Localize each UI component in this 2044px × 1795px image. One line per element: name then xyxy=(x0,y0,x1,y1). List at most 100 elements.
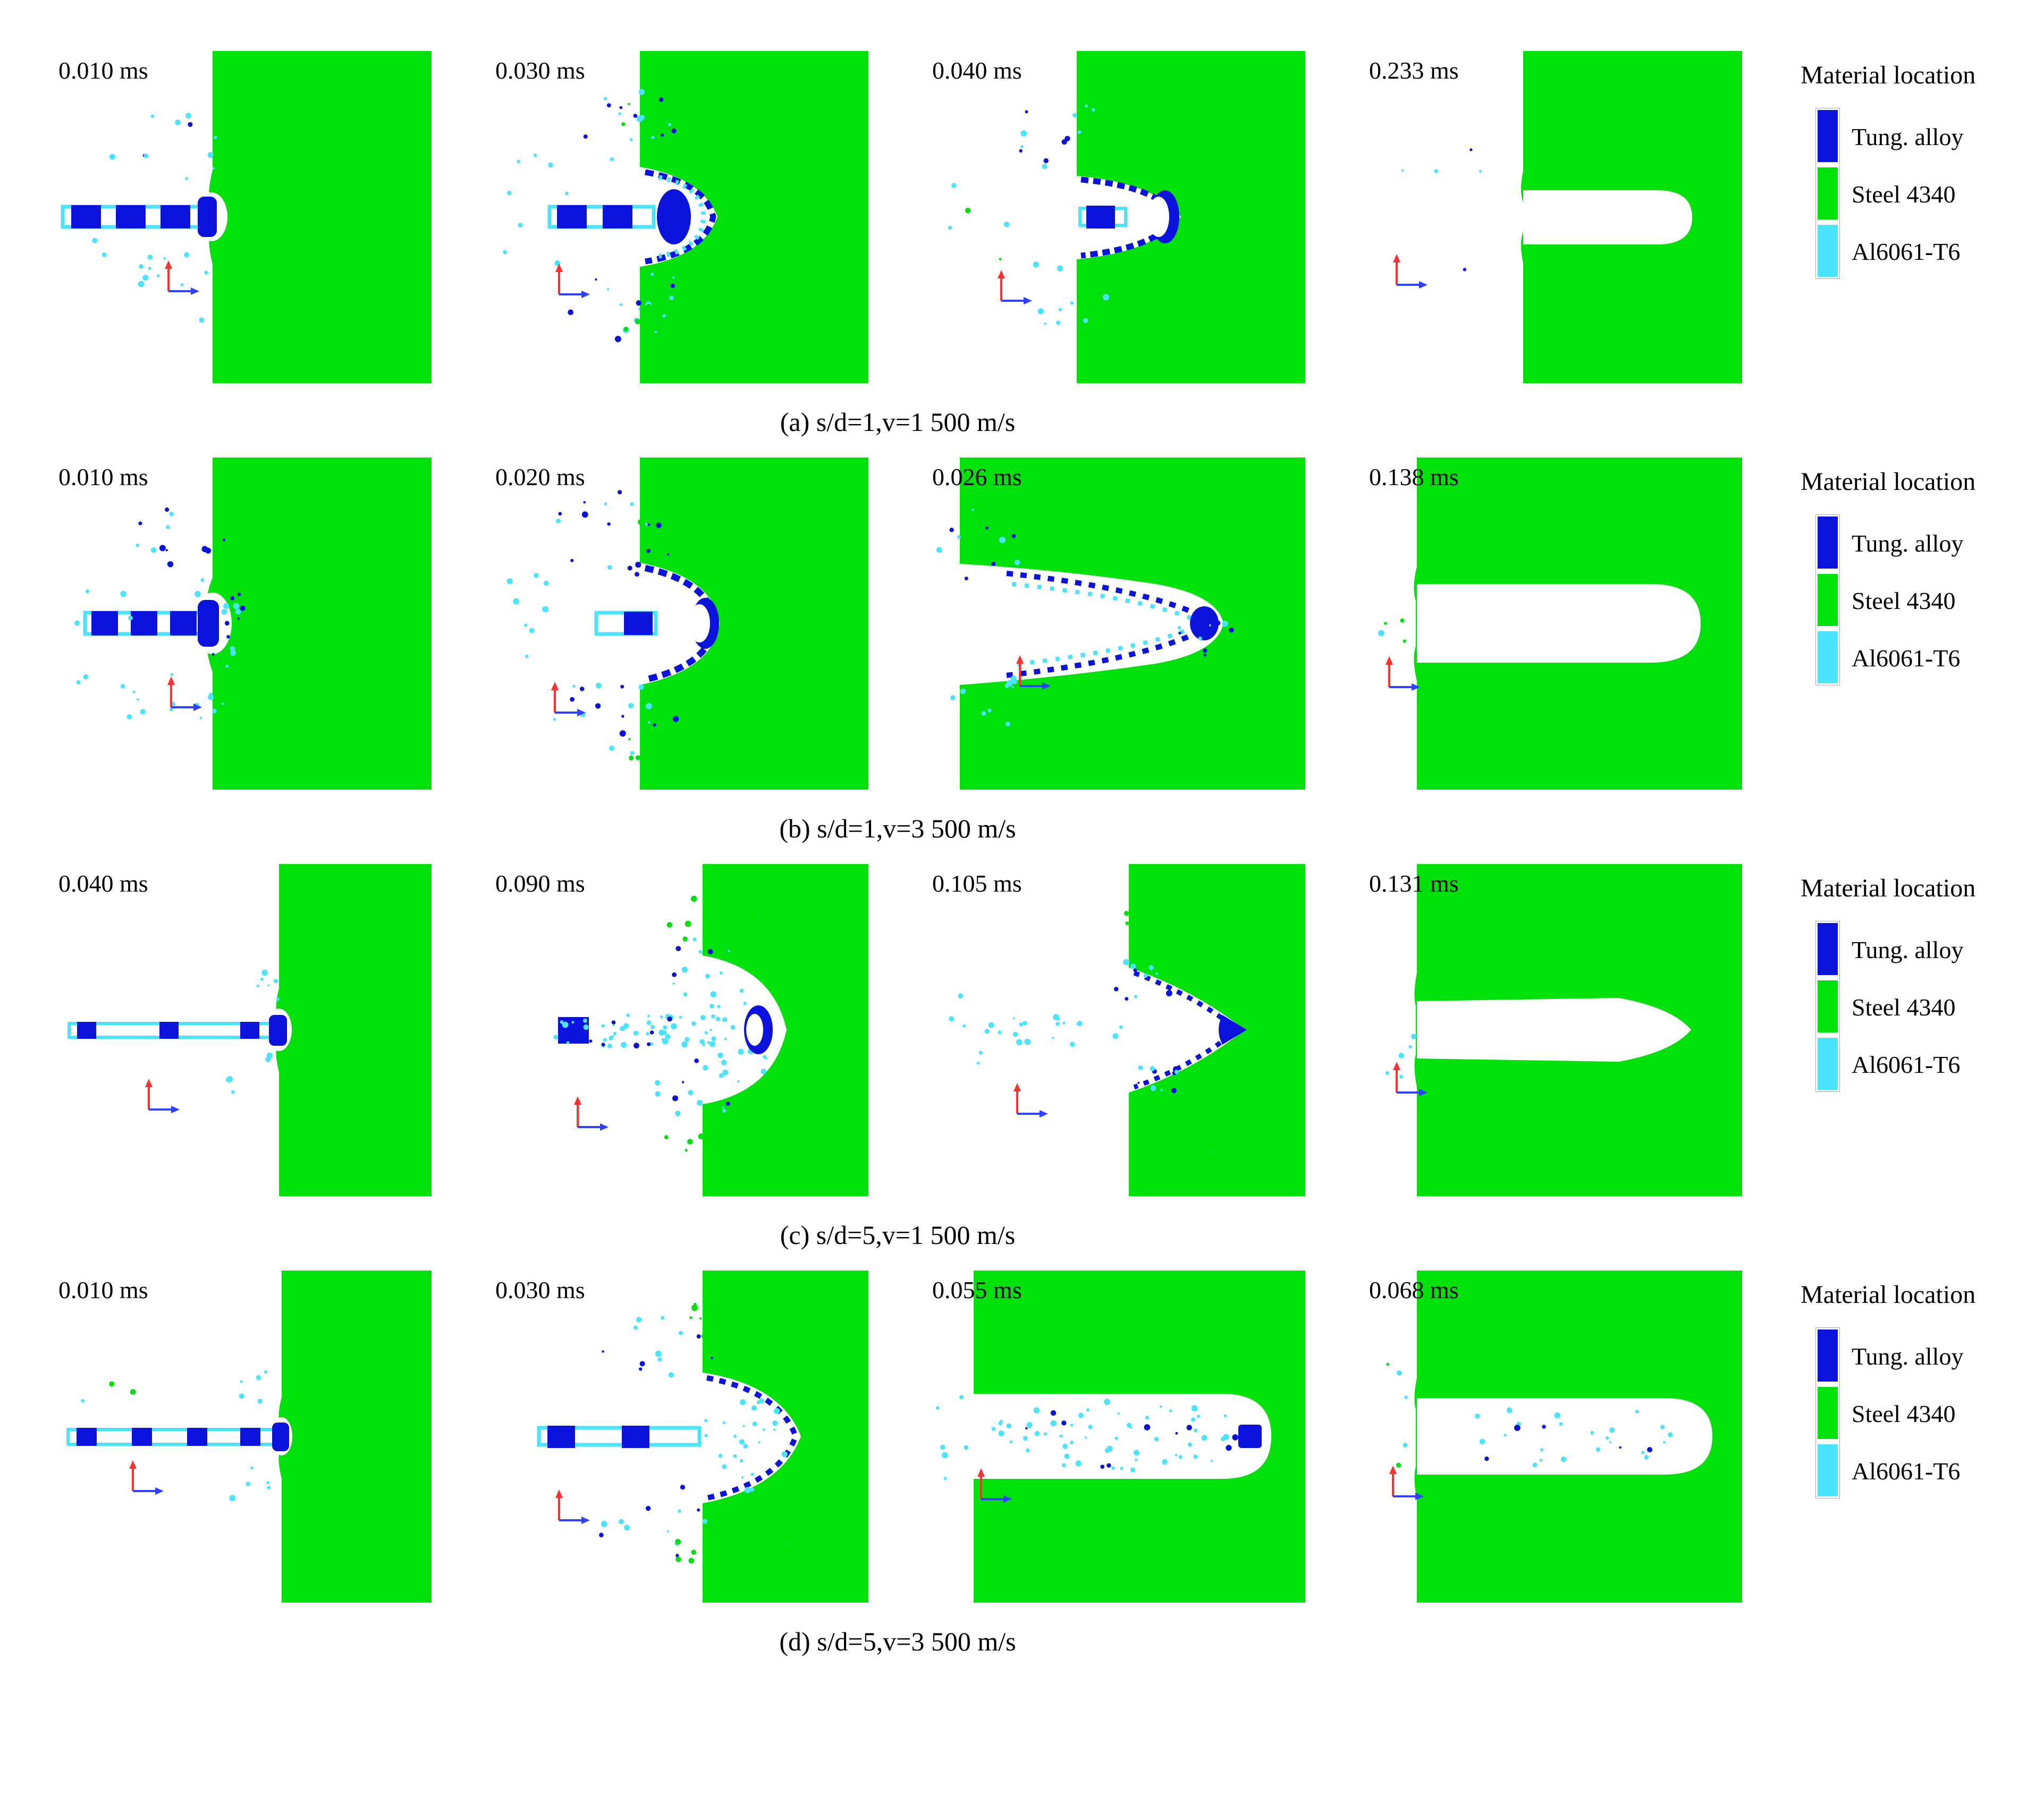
legend-label-steel: Steel 4340 xyxy=(1852,587,1956,614)
legend-label-tungsten: Tung. alloy xyxy=(1852,529,1964,557)
panel-c2: 0.090 ms xyxy=(490,864,868,1196)
panel-b4: 0.138 ms xyxy=(1364,458,1742,790)
debris-particles xyxy=(1007,693,1142,750)
legend: Material location Tung. alloy Steel 4340… xyxy=(1801,864,2044,1093)
legend-swatch-steel xyxy=(1818,167,1838,219)
row-a: 0.010 ms xyxy=(0,51,2044,439)
debris-particles xyxy=(623,303,720,355)
target-block xyxy=(209,51,432,383)
debris-particles xyxy=(1025,1410,1238,1469)
target-block xyxy=(1077,51,1305,383)
debris-particles xyxy=(1124,903,1251,947)
axes-icon xyxy=(1392,253,1429,290)
projectile xyxy=(83,600,219,647)
panel-c4: 0.131 ms xyxy=(1364,864,1742,1196)
projectile xyxy=(537,1426,702,1448)
time-label: 0.030 ms xyxy=(495,57,585,84)
debris-particles xyxy=(664,1111,823,1169)
legend-label-tungsten: Tung. alloy xyxy=(1852,123,1964,150)
legend-label-aluminum: Al6061-T6 xyxy=(1852,238,1961,265)
debris-particles xyxy=(1137,1065,1179,1094)
legend-title: Material location xyxy=(1801,874,1976,902)
crater xyxy=(960,564,1223,685)
time-label: 0.010 ms xyxy=(58,57,148,84)
penetration-channel xyxy=(1417,584,1701,663)
axes-icon xyxy=(164,259,200,296)
debris-particles xyxy=(1007,506,1199,558)
debris-particles xyxy=(225,1052,273,1094)
legend-label-steel: Steel 4340 xyxy=(1852,180,1956,208)
legend-title: Material location xyxy=(1801,1281,1976,1309)
legend-swatch-tungsten xyxy=(1818,1330,1838,1382)
debris-particles xyxy=(1019,104,1095,170)
panel-c1: 0.040 ms xyxy=(53,864,432,1196)
legend: Material location Tung. alloy Steel 4340… xyxy=(1801,1271,2044,1500)
projectile xyxy=(66,1423,289,1451)
debris-particles xyxy=(1141,1105,1251,1156)
penetration-channel xyxy=(1523,190,1692,244)
row-a-caption: (a) s/d=1,v=1 500 m/s xyxy=(780,407,1016,437)
debris-particles xyxy=(142,113,217,180)
projectile xyxy=(67,1015,287,1046)
debris-particles xyxy=(984,1014,1123,1047)
debris-particles xyxy=(1475,1407,1673,1468)
panel-b2: 0.020 ms xyxy=(490,458,868,790)
legend-label-aluminum: Al6061-T6 xyxy=(1852,1457,1961,1485)
panel-a3: 0.040 ms xyxy=(927,51,1305,383)
legend-colorbar xyxy=(1815,1327,1840,1498)
panel-d2: 0.030 ms xyxy=(490,1271,868,1603)
projectile-remnant xyxy=(1238,1425,1262,1448)
target-block xyxy=(640,51,868,383)
debris-particles xyxy=(654,1058,730,1116)
legend: Material location Tung. alloy Steel 4340… xyxy=(1801,51,2044,280)
axes-icon xyxy=(128,1459,165,1496)
time-label: 0.233 ms xyxy=(1369,57,1459,84)
time-label: 0.040 ms xyxy=(932,57,1022,84)
debris-particles xyxy=(628,730,722,762)
debris-particles xyxy=(1113,959,1172,1001)
legend-label-aluminum: Al6061-T6 xyxy=(1852,644,1961,672)
crater-rim xyxy=(706,1375,799,1501)
figure: 0.010 ms xyxy=(0,51,2044,1659)
time-label: 0.105 ms xyxy=(932,870,1022,897)
debris-particles xyxy=(689,1302,798,1350)
panel-d1: 0.010 ms xyxy=(53,1271,432,1603)
debris-particles xyxy=(1484,1425,1653,1461)
projectile-head xyxy=(1219,1015,1247,1045)
legend-swatch-tungsten xyxy=(1818,110,1838,162)
legend-swatch-aluminum xyxy=(1818,225,1838,277)
projectile xyxy=(594,598,719,649)
projectile xyxy=(61,197,217,237)
penetration-channel xyxy=(1417,1398,1712,1475)
target-block xyxy=(276,864,432,1196)
axes-icon xyxy=(573,1095,610,1132)
projectile-head xyxy=(272,1423,289,1451)
debris-particles xyxy=(558,1016,672,1049)
debris-particles xyxy=(936,509,1020,581)
target-block xyxy=(278,1271,432,1603)
debris-particles xyxy=(1401,148,1482,272)
legend-label-aluminum: Al6061-T6 xyxy=(1852,1051,1961,1078)
row-b-caption: (b) s/d=1,v=3 500 m/s xyxy=(779,814,1016,843)
debris-particles xyxy=(949,993,983,1065)
debris-particles xyxy=(92,154,153,270)
legend-label-tungsten: Tung. alloy xyxy=(1852,936,1964,963)
time-label: 0.055 ms xyxy=(932,1276,1022,1303)
projectile-head xyxy=(198,600,219,647)
time-label: 0.138 ms xyxy=(1369,463,1459,490)
debris-particles xyxy=(948,183,1010,261)
debris-particles xyxy=(503,153,569,266)
crater-rim xyxy=(644,565,719,683)
debris-particles xyxy=(602,1316,713,1378)
debris-particles xyxy=(138,252,208,323)
legend-swatch-tungsten xyxy=(1818,517,1838,569)
projectile xyxy=(547,175,706,259)
debris-particles xyxy=(621,79,710,136)
debris-particles xyxy=(991,1399,1229,1472)
axes-icon xyxy=(144,1078,181,1114)
row-c-caption: (c) s/d=5,v=1 500 m/s xyxy=(780,1220,1016,1250)
projectile-head xyxy=(198,197,217,237)
debris-particles xyxy=(195,591,246,668)
debris-particles xyxy=(256,969,280,1001)
row-d: 0.010 ms xyxy=(0,1271,2044,1659)
